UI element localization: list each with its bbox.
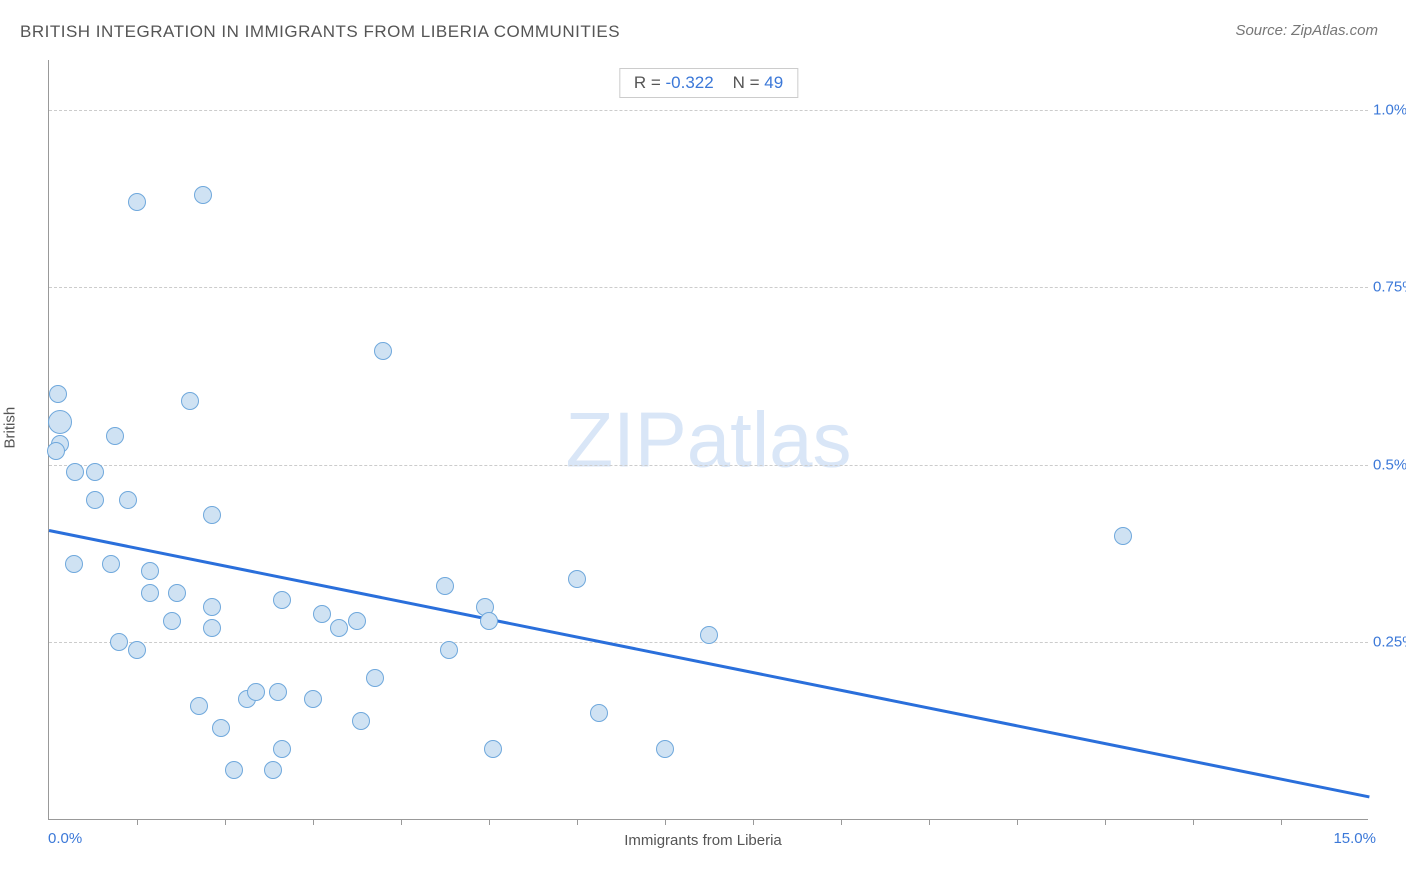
scatter-point bbox=[440, 641, 458, 659]
scatter-point bbox=[203, 506, 221, 524]
scatter-point bbox=[86, 463, 104, 481]
scatter-point bbox=[247, 683, 265, 701]
scatter-point bbox=[484, 740, 502, 758]
regression-line bbox=[49, 529, 1370, 798]
gridline bbox=[49, 287, 1368, 288]
watermark-suffix: atlas bbox=[687, 395, 852, 483]
watermark-prefix: ZIP bbox=[565, 395, 686, 483]
x-tick-mark bbox=[489, 819, 490, 825]
scatter-point bbox=[119, 491, 137, 509]
y-tick-label: 0.5% bbox=[1373, 456, 1406, 473]
scatter-point bbox=[181, 392, 199, 410]
scatter-point bbox=[163, 612, 181, 630]
x-tick-mark bbox=[577, 819, 578, 825]
x-tick-mark bbox=[313, 819, 314, 825]
scatter-point bbox=[168, 584, 186, 602]
gridline bbox=[49, 465, 1368, 466]
source-attribution: Source: ZipAtlas.com bbox=[1235, 22, 1378, 39]
scatter-point bbox=[348, 612, 366, 630]
scatter-point bbox=[110, 633, 128, 651]
x-tick-mark bbox=[1105, 819, 1106, 825]
y-tick-label: 0.75% bbox=[1373, 279, 1406, 296]
scatter-point bbox=[128, 641, 146, 659]
scatter-point bbox=[374, 342, 392, 360]
x-axis-label: Immigrants from Liberia bbox=[0, 832, 1406, 849]
scatter-point bbox=[102, 555, 120, 573]
x-tick-mark bbox=[225, 819, 226, 825]
y-tick-label: 0.25% bbox=[1373, 634, 1406, 651]
x-axis-end-label: 15.0% bbox=[1333, 830, 1376, 847]
scatter-point bbox=[128, 193, 146, 211]
n-value: 49 bbox=[764, 73, 783, 92]
x-tick-mark bbox=[401, 819, 402, 825]
scatter-point bbox=[269, 683, 287, 701]
y-tick-label: 1.0% bbox=[1373, 101, 1406, 118]
scatter-point bbox=[66, 463, 84, 481]
r-label: R = bbox=[634, 73, 666, 92]
scatter-point bbox=[48, 410, 72, 434]
x-tick-mark bbox=[929, 819, 930, 825]
scatter-point bbox=[330, 619, 348, 637]
scatter-point bbox=[203, 598, 221, 616]
x-tick-mark bbox=[665, 819, 666, 825]
scatter-point bbox=[212, 719, 230, 737]
y-axis-label: British bbox=[2, 407, 19, 449]
x-tick-mark bbox=[841, 819, 842, 825]
scatter-point bbox=[700, 626, 718, 644]
scatter-point bbox=[656, 740, 674, 758]
scatter-point bbox=[304, 690, 322, 708]
scatter-point bbox=[225, 761, 243, 779]
scatter-point bbox=[480, 612, 498, 630]
scatter-plot-area: R = -0.322 N = 49 ZIPatlas 0.25%0.5%0.75… bbox=[48, 60, 1368, 820]
scatter-point bbox=[47, 442, 65, 460]
scatter-point bbox=[264, 761, 282, 779]
scatter-point bbox=[313, 605, 331, 623]
scatter-point bbox=[194, 186, 212, 204]
scatter-point bbox=[141, 584, 159, 602]
scatter-point bbox=[273, 740, 291, 758]
scatter-point bbox=[203, 619, 221, 637]
x-tick-mark bbox=[1193, 819, 1194, 825]
r-value: -0.322 bbox=[665, 73, 713, 92]
x-tick-mark bbox=[1017, 819, 1018, 825]
scatter-point bbox=[436, 577, 454, 595]
n-label: N = bbox=[733, 73, 765, 92]
stats-box: R = -0.322 N = 49 bbox=[619, 68, 798, 98]
x-tick-mark bbox=[1281, 819, 1282, 825]
scatter-point bbox=[86, 491, 104, 509]
scatter-point bbox=[65, 555, 83, 573]
gridline bbox=[49, 110, 1368, 111]
x-tick-mark bbox=[137, 819, 138, 825]
scatter-point bbox=[49, 385, 67, 403]
scatter-point bbox=[590, 704, 608, 722]
scatter-point bbox=[190, 697, 208, 715]
scatter-point bbox=[141, 562, 159, 580]
scatter-point bbox=[1114, 527, 1132, 545]
scatter-point bbox=[366, 669, 384, 687]
scatter-point bbox=[352, 712, 370, 730]
scatter-point bbox=[568, 570, 586, 588]
watermark: ZIPatlas bbox=[565, 394, 851, 485]
chart-title: BRITISH INTEGRATION IN IMMIGRANTS FROM L… bbox=[20, 22, 620, 42]
scatter-point bbox=[273, 591, 291, 609]
scatter-point bbox=[106, 427, 124, 445]
x-tick-mark bbox=[753, 819, 754, 825]
